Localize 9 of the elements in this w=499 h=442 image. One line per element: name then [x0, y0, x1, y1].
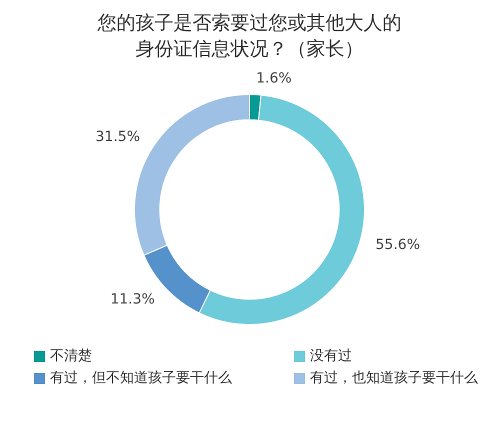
data-label: 31.5%	[96, 129, 140, 146]
legend-label: 没有过	[310, 347, 352, 365]
legend-label: 有过，也知道孩子要干什么	[310, 369, 478, 387]
legend-label: 不清楚	[50, 347, 92, 365]
legend-label: 有过，但不知道孩子要干什么	[50, 369, 232, 387]
data-label: 55.6%	[376, 236, 420, 253]
chart-title: 您的孩子是否索要过您或其他大人的身份证信息状况？（家长）	[96, 11, 402, 62]
data-label: 11.3%	[110, 292, 155, 308]
data-label: 1.6%	[256, 70, 292, 86]
